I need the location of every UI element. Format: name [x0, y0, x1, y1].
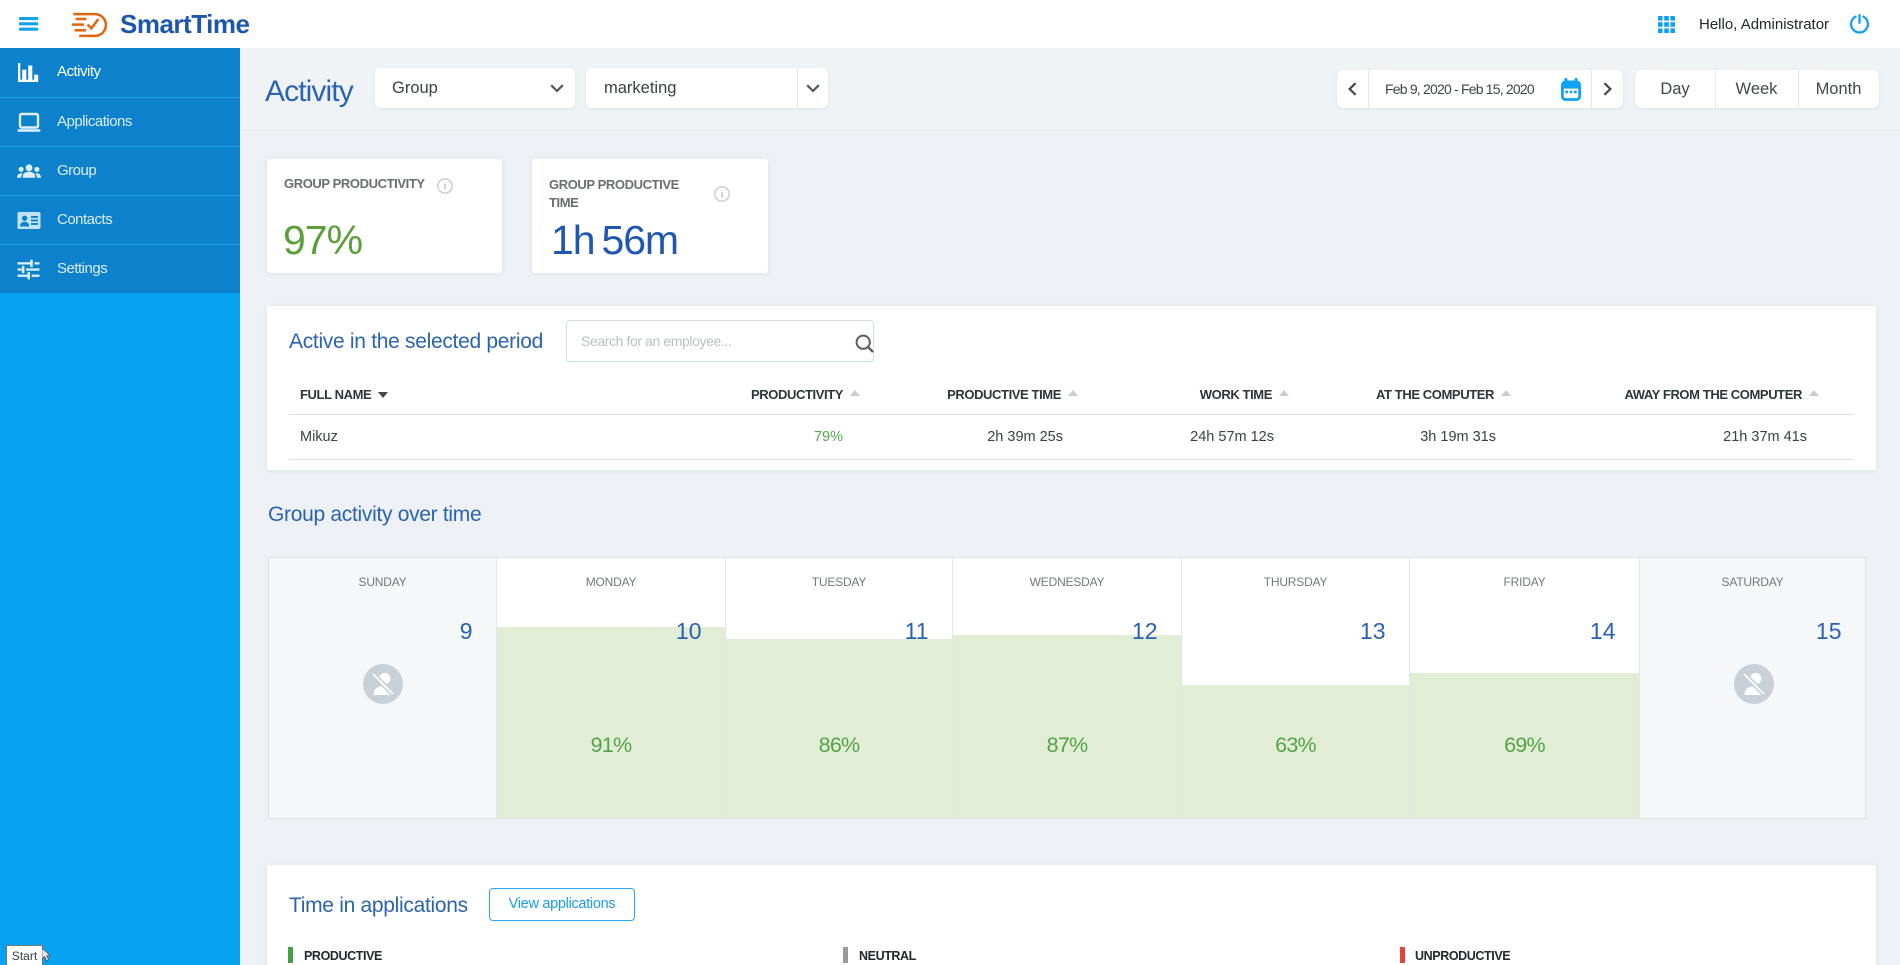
svg-text:i: i	[444, 182, 446, 193]
svg-text:i: i	[721, 190, 723, 201]
